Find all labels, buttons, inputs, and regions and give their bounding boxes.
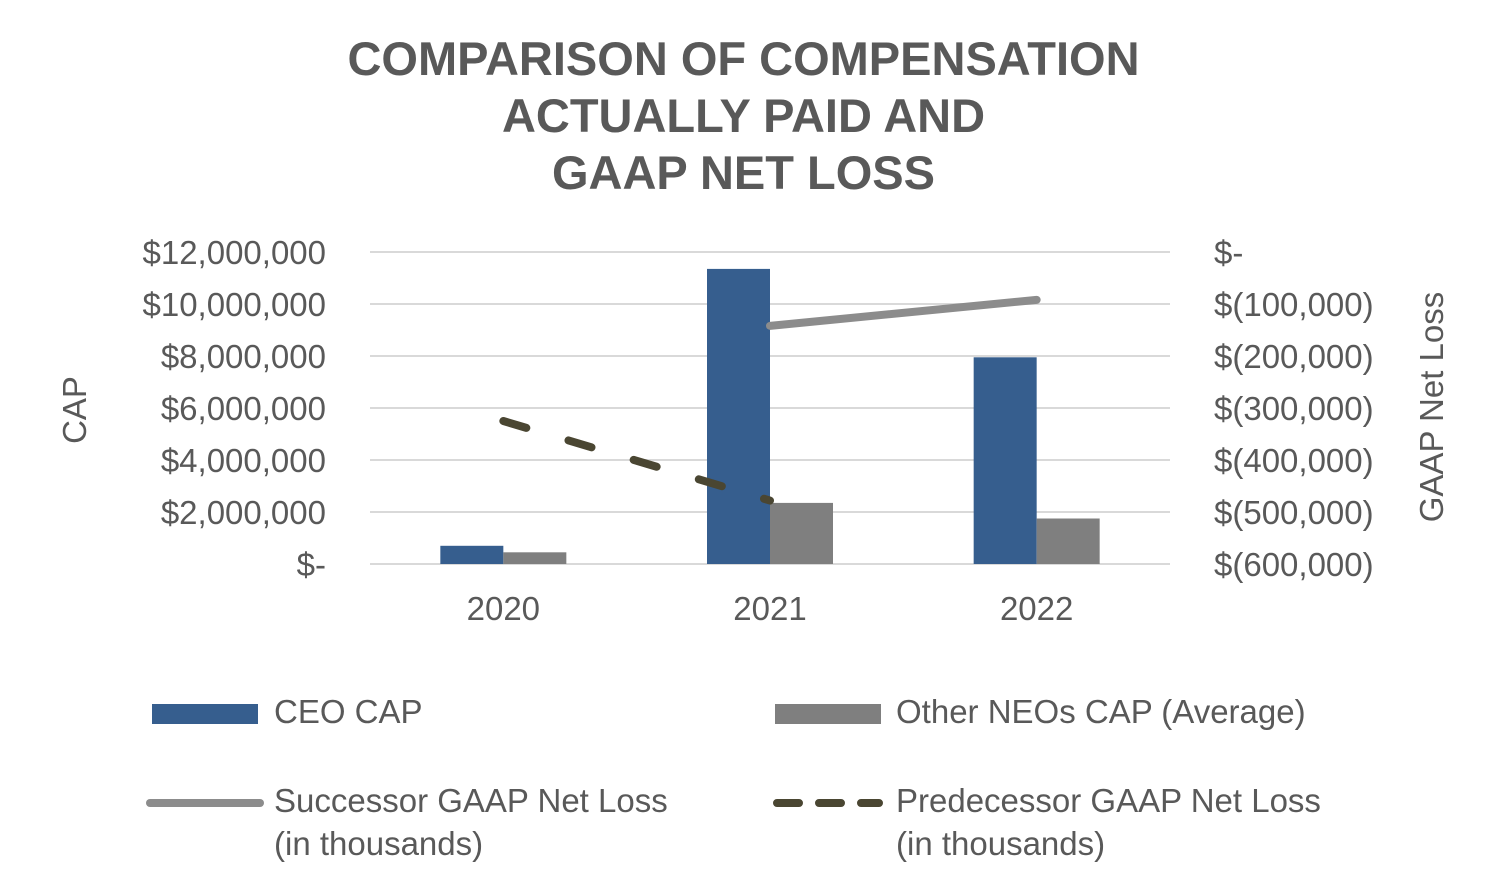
other-neos-cap-bar (1036, 518, 1100, 564)
legend-successor-swatch (146, 799, 264, 807)
y-tick-label: $- (297, 546, 326, 583)
y-tick-label: $2,000,000 (161, 494, 326, 531)
ceo-cap-bar (707, 268, 770, 564)
legend-predecessor-label-line-1: Predecessor GAAP Net Loss (896, 782, 1321, 819)
y-tick-label: $8,000,000 (161, 338, 326, 375)
y-tick-label: $4,000,000 (161, 442, 326, 479)
other-neos-cap-bar (503, 552, 567, 564)
ceo-cap-bar (973, 357, 1037, 564)
lines (499, 295, 1041, 505)
predecessor-gaap-net-loss-line (499, 417, 774, 505)
bars (440, 268, 1100, 564)
chart-title-line-2: ACTUALLY PAID AND (501, 89, 986, 142)
y2-tick-label: $(100,000) (1214, 286, 1374, 323)
y2-tick-label: $(500,000) (1214, 494, 1374, 531)
y-tick-label: $10,000,000 (142, 286, 326, 323)
y2-tick-label: $- (1214, 234, 1243, 271)
legend-successor-label: Successor GAAP Net Loss (in thousands) (274, 779, 668, 865)
x-tick-label: 2022 (1000, 590, 1073, 627)
x-axis-ticks: 2020 2021 2022 (467, 590, 1074, 627)
y-tick-label: $12,000,000 (142, 234, 326, 271)
y2-axis-label: GAAP Net Loss (1413, 292, 1450, 523)
x-tick-label: 2020 (467, 590, 540, 627)
legend-neo-swatch (775, 704, 881, 724)
legend-predecessor-swatch (773, 799, 883, 807)
successor-gaap-net-loss-line (766, 295, 1041, 330)
y-axis-label: CAP (56, 376, 93, 444)
y2-tick-label: $(400,000) (1214, 442, 1374, 479)
y2-axis-ticks: $(600,000) $(500,000) $(400,000) $(300,000)… (1214, 234, 1374, 583)
y2-tick-label: $(600,000) (1214, 546, 1374, 583)
y-tick-label: $6,000,000 (161, 390, 326, 427)
other-neos-cap-bar (770, 502, 833, 564)
legend-neo-label: Other NEOs CAP (Average) (896, 693, 1306, 730)
y2-tick-label: $(300,000) (1214, 390, 1374, 427)
legend-ceo-swatch (152, 704, 258, 724)
x-tick-label: 2021 (733, 590, 806, 627)
ceo-cap-bar (440, 545, 504, 564)
chart-title-line-3: GAAP NET LOSS (551, 146, 936, 199)
legend-predecessor-label: Predecessor GAAP Net Loss (in thousands) (896, 779, 1321, 865)
legend-predecessor-label-line-2: (in thousands) (896, 825, 1106, 862)
y-axis-ticks: $- $2,000,000 $4,000,000 $6,000,000 $8,000,0… (142, 234, 326, 583)
y2-tick-label: $(200,000) (1214, 338, 1374, 375)
legend-successor-label-line-2: (in thousands) (274, 825, 484, 862)
legend-ceo-label: CEO CAP (274, 693, 423, 730)
chart-title: COMPARISON OF COMPENSATION ACTUALLY PAID… (0, 30, 1487, 201)
chart-title-line-1: COMPARISON OF COMPENSATION (347, 32, 1140, 85)
legend-successor-label-line-1: Successor GAAP Net Loss (274, 782, 668, 819)
